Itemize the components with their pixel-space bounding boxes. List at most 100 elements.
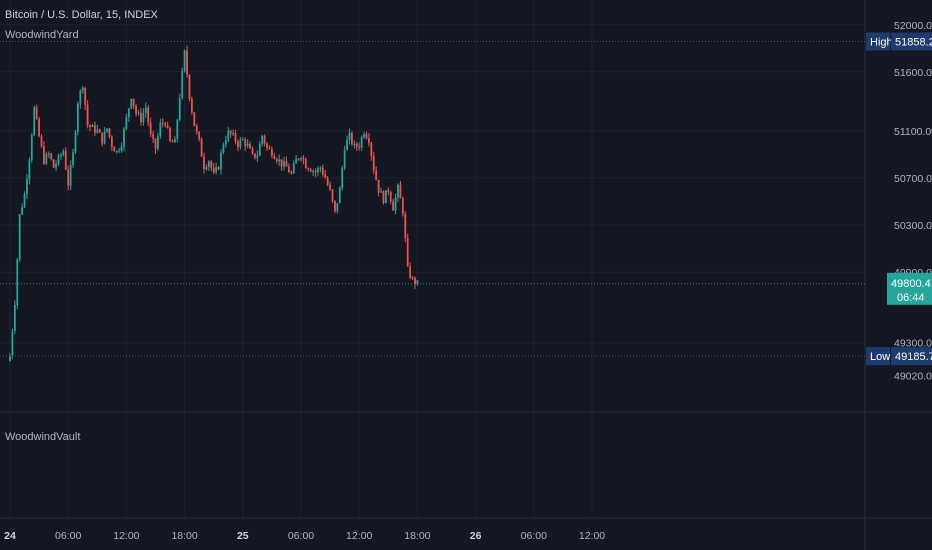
candle[interactable] <box>382 190 385 205</box>
candle[interactable] <box>154 138 157 155</box>
candle[interactable] <box>283 156 285 171</box>
candle[interactable] <box>416 280 419 286</box>
candle[interactable] <box>212 162 215 175</box>
candle[interactable] <box>210 160 213 172</box>
candle[interactable] <box>351 131 353 147</box>
candle[interactable] <box>72 148 74 169</box>
candle[interactable] <box>224 135 227 148</box>
candle[interactable] <box>380 187 382 193</box>
candle[interactable] <box>326 175 329 187</box>
candle[interactable] <box>336 203 339 214</box>
candle[interactable] <box>244 137 247 151</box>
candle[interactable] <box>271 146 273 159</box>
candle[interactable] <box>321 164 324 177</box>
candle[interactable] <box>397 183 399 203</box>
candle[interactable] <box>123 127 125 152</box>
candle[interactable] <box>309 167 312 173</box>
candle[interactable] <box>166 121 169 129</box>
candle[interactable] <box>18 213 21 262</box>
candle[interactable] <box>285 156 288 167</box>
candle[interactable] <box>256 150 259 162</box>
candle[interactable] <box>334 200 336 214</box>
candle[interactable] <box>314 168 317 178</box>
candle[interactable] <box>132 98 135 110</box>
candle[interactable] <box>324 169 327 179</box>
candle[interactable] <box>57 153 60 167</box>
candle[interactable] <box>26 174 28 199</box>
candle[interactable] <box>360 135 363 151</box>
candle[interactable] <box>317 166 319 177</box>
candle[interactable] <box>258 141 261 156</box>
candle[interactable] <box>193 112 196 127</box>
candle[interactable] <box>178 93 181 122</box>
candle[interactable] <box>62 148 65 157</box>
candle[interactable] <box>278 154 281 166</box>
candle[interactable] <box>205 164 208 171</box>
candle[interactable] <box>115 150 118 154</box>
candle[interactable] <box>40 134 43 149</box>
candle[interactable] <box>161 118 164 128</box>
candle[interactable] <box>365 131 368 140</box>
indicator-label-top[interactable]: WoodwindYard <box>5 29 79 41</box>
candle[interactable] <box>144 102 147 118</box>
candle[interactable] <box>118 147 121 154</box>
candle[interactable] <box>108 128 111 139</box>
candle[interactable] <box>60 152 62 160</box>
candle[interactable] <box>387 187 390 196</box>
candle[interactable] <box>241 137 244 141</box>
candle[interactable] <box>43 141 45 165</box>
candles[interactable] <box>9 45 419 362</box>
candle[interactable] <box>45 151 48 165</box>
candle[interactable] <box>21 203 24 216</box>
candle[interactable] <box>81 85 84 94</box>
candle[interactable] <box>329 181 331 191</box>
candle[interactable] <box>74 130 77 155</box>
candle[interactable] <box>125 113 128 131</box>
candle[interactable] <box>232 129 234 136</box>
candle[interactable] <box>368 133 370 147</box>
candle[interactable] <box>411 275 414 280</box>
candle[interactable] <box>33 105 36 136</box>
candle[interactable] <box>297 158 300 162</box>
candle[interactable] <box>409 262 412 280</box>
candle[interactable] <box>23 191 26 209</box>
candle[interactable] <box>234 129 237 145</box>
candle[interactable] <box>190 96 193 115</box>
candle[interactable] <box>384 190 387 204</box>
candle[interactable] <box>295 154 298 164</box>
candle[interactable] <box>79 89 82 109</box>
candle[interactable] <box>220 149 222 175</box>
candle[interactable] <box>50 152 53 161</box>
candle[interactable] <box>198 131 201 142</box>
candle[interactable] <box>370 141 373 161</box>
candle[interactable] <box>142 108 145 126</box>
candle[interactable] <box>217 166 220 171</box>
candle[interactable] <box>16 257 19 310</box>
candle[interactable] <box>273 152 276 160</box>
candle[interactable] <box>215 162 218 175</box>
candle[interactable] <box>251 146 254 155</box>
candle[interactable] <box>394 193 397 215</box>
candle[interactable] <box>222 142 225 155</box>
candle[interactable] <box>263 134 266 147</box>
candle[interactable] <box>47 151 50 159</box>
candle[interactable] <box>13 300 16 335</box>
candle[interactable] <box>399 181 402 199</box>
candle[interactable] <box>331 189 334 204</box>
candle[interactable] <box>292 160 295 175</box>
candle[interactable] <box>302 155 305 165</box>
candle[interactable] <box>137 109 140 116</box>
candle[interactable] <box>120 142 123 153</box>
candle[interactable] <box>140 107 142 126</box>
candle[interactable] <box>229 130 232 138</box>
candle[interactable] <box>363 131 365 140</box>
candle[interactable] <box>67 165 70 191</box>
candle[interactable] <box>246 139 249 149</box>
candle[interactable] <box>207 160 210 171</box>
candle[interactable] <box>86 100 89 129</box>
candle[interactable] <box>254 153 256 160</box>
candle[interactable] <box>130 98 133 110</box>
candle[interactable] <box>261 134 264 147</box>
candle[interactable] <box>239 137 242 150</box>
candle[interactable] <box>338 186 341 204</box>
